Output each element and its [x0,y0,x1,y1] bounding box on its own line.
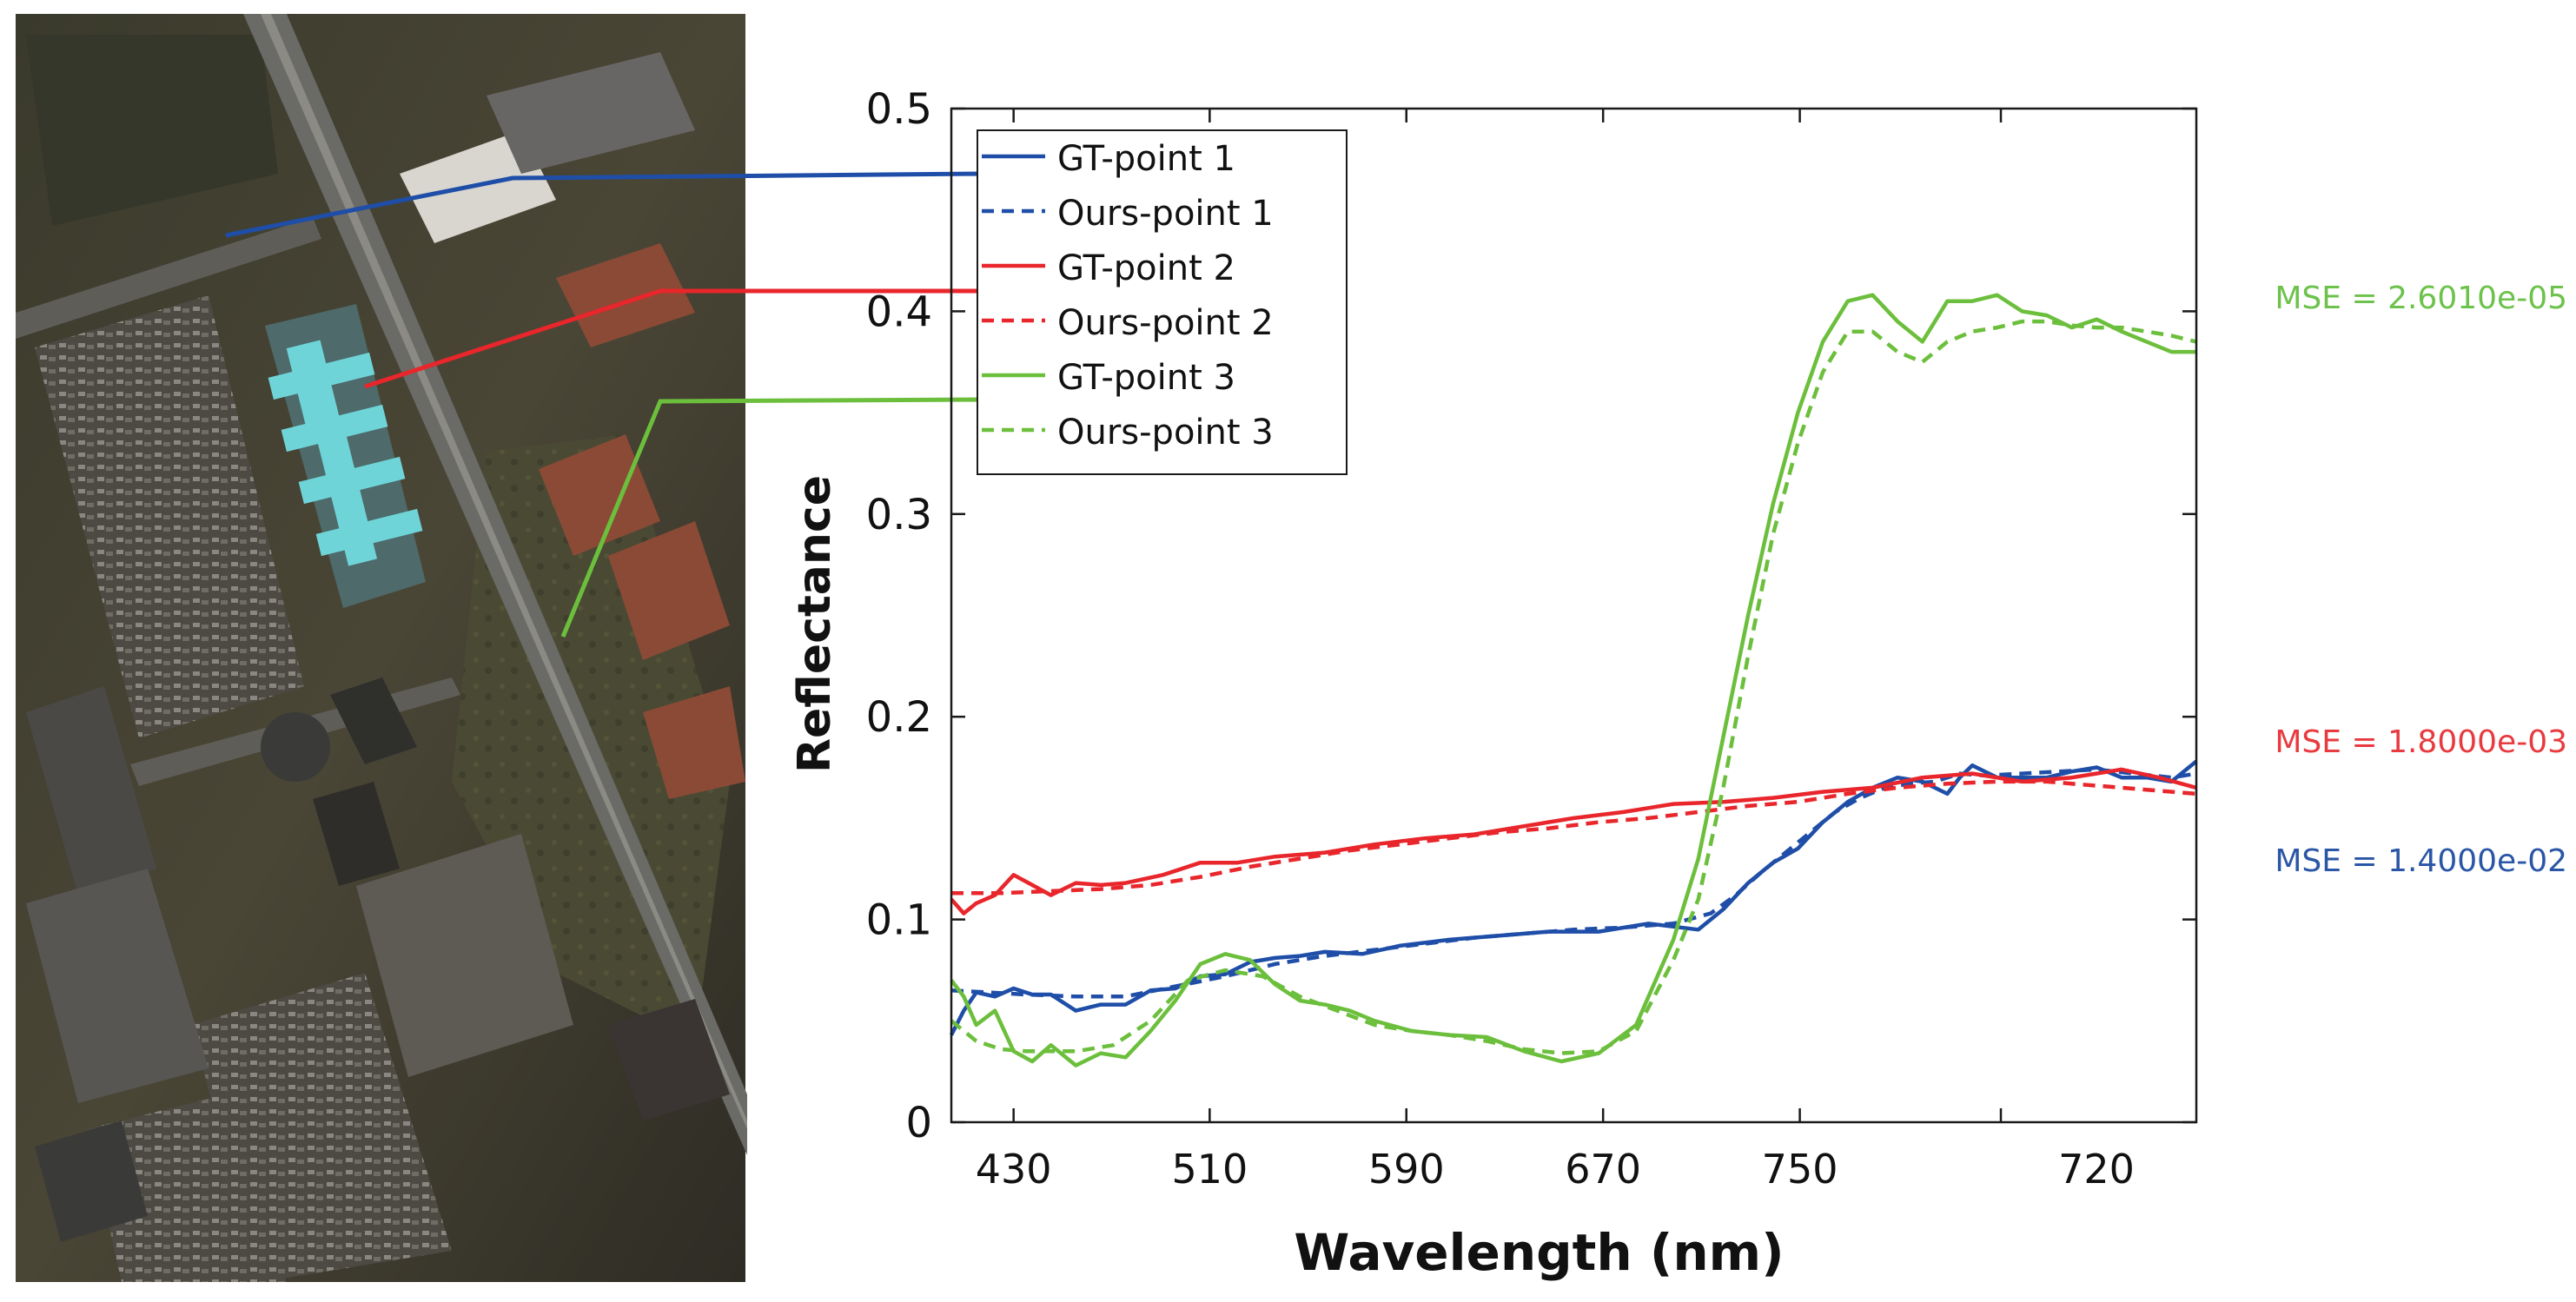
axes-box [950,107,2198,1124]
legend-label: GT-point 2 [1057,248,1235,288]
y-tick-label: 0.1 [866,896,932,945]
x-tick-label: 590 [1368,1146,1445,1193]
series-line-5 [950,293,2196,1067]
legend-label: Ours-point 3 [1057,413,1274,453]
mse-annotation: MSE = 2.6010e-05 [2275,281,2567,316]
aerial-image [16,14,747,1282]
x-tick-label: 750 [1762,1146,1838,1193]
y-tick-label: 0.3 [866,491,932,539]
legend-label: Ours-point 1 [1057,194,1274,234]
legend-items: GT-point 1 Ours-point 1 GT-point 2 Ours-poi… [982,139,1274,453]
series-line-6 [950,319,2197,1055]
legend-label: GT-point 1 [1057,139,1235,179]
mse-annotations: MSE = 2.6010e-05 MSE = 1.8000e-03 MSE = 1.… [2275,281,2567,879]
mse-annotation: MSE = 1.4000e-02 [2275,843,2567,879]
x-tick-label: 720 [2058,1146,2135,1193]
series-line-2 [950,767,2197,999]
x-axis-label: Wavelength (nm) [1294,1223,1784,1282]
legend-box [977,129,1348,475]
y-tick-label: 0.5 [866,85,932,134]
mse-annotation: MSE = 1.8000e-03 [2275,724,2567,760]
x-tick-label: 670 [1565,1146,1641,1193]
y-axis-label: Reflectance [789,475,841,773]
series-layer [949,293,2198,1067]
x-tick-label: 510 [1171,1146,1248,1193]
y-axis-ticks: 0 0.1 0.2 0.3 0.4 0.5 [866,85,2196,1147]
legend-label: GT-point 3 [1057,358,1235,398]
y-tick-label: 0.2 [866,693,932,742]
legend: GT-point 1 Ours-point 1 GT-point 2 Ours-poi… [977,129,1348,475]
series-line-3 [950,767,2197,915]
series-line-4 [951,779,2197,896]
y-tick-label: 0 [905,1099,932,1147]
y-tick-label: 0.4 [866,287,932,336]
plot-area: 0 0.1 0.2 0.3 0.4 0.5 430 510 590 670 750 720 Refl… [789,85,2198,1282]
legend-label: Ours-point 2 [1057,303,1274,343]
x-axis-ticks: 430 510 590 670 750 720 [976,109,2135,1193]
x-tick-label: 430 [976,1146,1052,1193]
